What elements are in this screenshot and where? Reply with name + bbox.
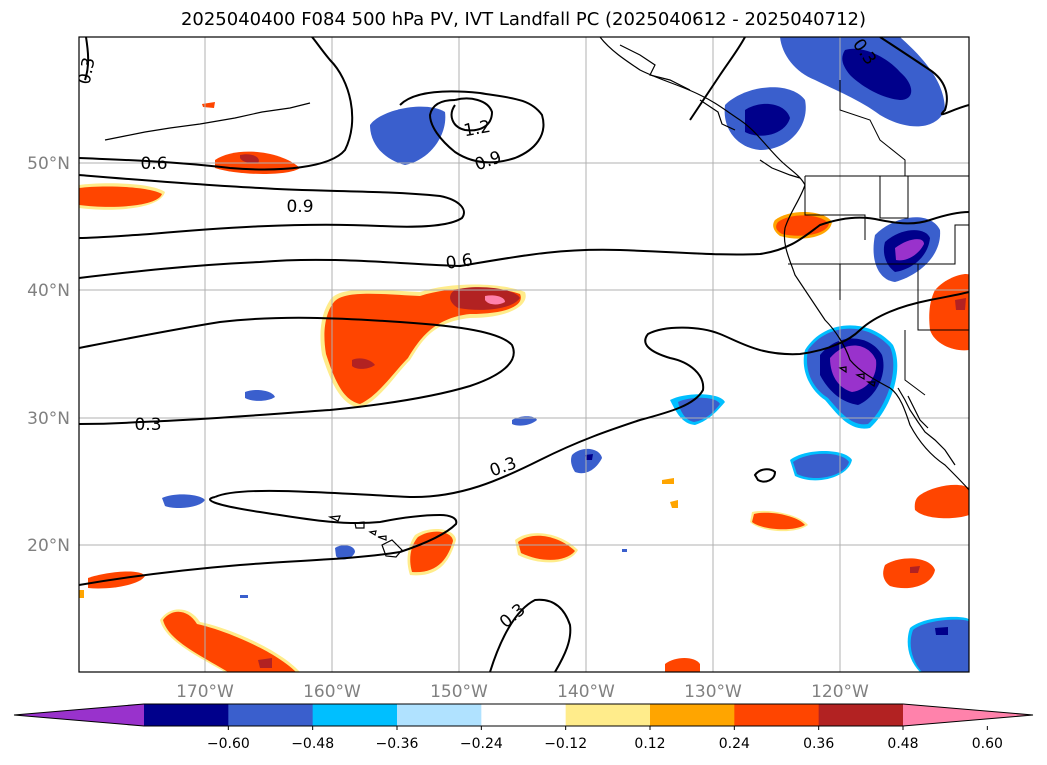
- colorbar-segment: [818, 704, 904, 726]
- colorbar-segment: [565, 704, 651, 726]
- colorbar-tick-label: −0.60: [207, 736, 250, 752]
- lat-label-20n: 20°N: [27, 536, 70, 556]
- coastlines: [104, 37, 969, 558]
- lon-label-140w: 140°W: [557, 682, 615, 702]
- lon-label-150w: 150°W: [430, 682, 488, 702]
- colorbar-extend-min: [14, 704, 144, 726]
- colorbar-tick-label: −0.36: [376, 736, 419, 752]
- latitude-axis: 50°N 40°N 30°N 20°N: [27, 154, 70, 556]
- pv-contours: [79, 37, 969, 672]
- map-frame: [78, 36, 970, 673]
- colorbar: −0.60 −0.48 −0.36 −0.24 −0.12 0.12 0.24 0.36 0.4…: [13, 703, 1034, 752]
- gridlines: [79, 37, 969, 672]
- lat-label-40n: 40°N: [27, 281, 70, 301]
- lat-label-30n: 30°N: [27, 409, 70, 429]
- colorbar-segment: [144, 704, 229, 726]
- contour-label: 1.2: [462, 117, 492, 141]
- colorbar-segment: [397, 704, 482, 726]
- lon-label-120w: 120°W: [811, 682, 869, 702]
- negative-anomaly-regions: [162, 37, 969, 672]
- lat-label-50n: 50°N: [27, 154, 70, 174]
- contour-label: 0.9: [286, 197, 313, 217]
- contour-label: 0.3: [134, 415, 161, 435]
- colorbar-tick-label: −0.24: [460, 736, 503, 752]
- lon-label-170w: 170°W: [176, 682, 234, 702]
- contour-label: 0.6: [445, 250, 475, 274]
- contour-label: 0.6: [140, 154, 167, 174]
- lon-label-130w: 130°W: [684, 682, 742, 702]
- colorbar-tick-label: 0.60: [972, 736, 1003, 752]
- colorbar-extend-max: [903, 704, 1033, 726]
- colorbar-tick-label: −0.12: [544, 736, 587, 752]
- colorbar-tick-label: 0.36: [803, 736, 834, 752]
- colorbar-segment: [228, 704, 314, 726]
- colorbar-segment: [734, 704, 820, 726]
- colorbar-tick-label: 0.12: [634, 736, 665, 752]
- colorbar-tick-label: 0.48: [887, 736, 918, 752]
- colorbar-segment: [650, 704, 735, 726]
- political-borders: [788, 80, 969, 396]
- colorbar-tick-label: 0.24: [719, 736, 750, 752]
- map-title: 2025040400 F084 500 hPa PV, IVT Landfall…: [180, 9, 867, 30]
- colorbar-tick-label: −0.48: [291, 736, 334, 752]
- colorbar-segment: [312, 704, 398, 726]
- colorbar-outline: [13, 703, 1034, 727]
- contour-label: 0.3: [75, 56, 100, 87]
- longitude-axis: 170°W 160°W 150°W 140°W 130°W 120°W: [176, 682, 869, 702]
- colorbar-segment: [481, 704, 567, 726]
- lon-label-160w: 160°W: [303, 682, 361, 702]
- map-area: 0.3 0.6 0.9 1.2 0.9 0.6 0.3 0.3 0.3 0.3: [75, 37, 969, 672]
